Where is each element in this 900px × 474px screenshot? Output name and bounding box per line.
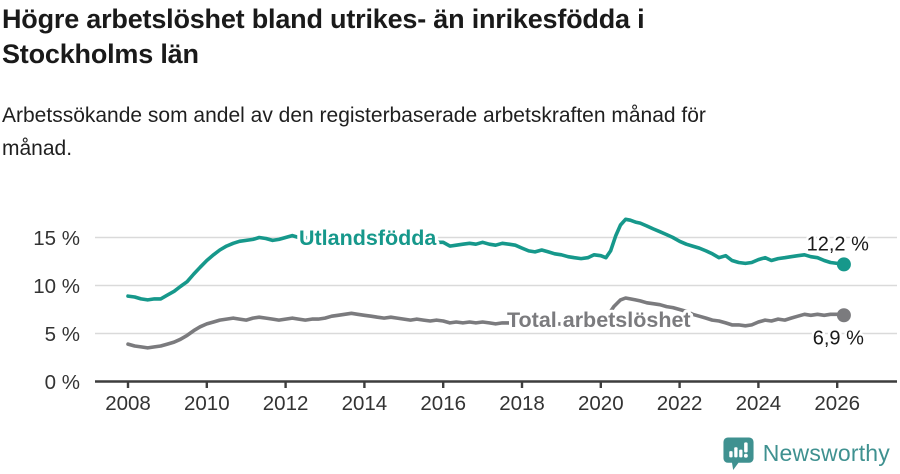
chart-title: Högre arbetslöshet bland utrikes- än inr…: [2, 4, 645, 70]
x-tick-label-2012: 2012: [263, 392, 309, 415]
chart-subtitle: Arbetssökande som andel av den registerb…: [2, 104, 706, 160]
series-line-0: [126, 217, 846, 302]
y-tick-label-15: 15 %: [33, 227, 80, 250]
series-label-1: Total arbetslöshet: [507, 308, 691, 332]
unemployment-line-chart: 0 % 5 % 10 % 15 % 2008 2010 2012 2014 2016 2018 20…: [33, 217, 897, 415]
newsworthy-logo: Newsworthy: [722, 436, 890, 471]
x-tick-label-2022: 2022: [657, 392, 703, 415]
y-tick-label-10: 10 %: [33, 275, 80, 298]
x-tick-label-2020: 2020: [578, 392, 624, 415]
x-tick-label-2008: 2008: [105, 392, 151, 415]
x-tick-label-2024: 2024: [736, 392, 782, 415]
series-end-label-0: 12,2 %: [807, 233, 869, 255]
newsworthy-logo-text: Newsworthy: [762, 440, 890, 466]
x-tick-label-2018: 2018: [499, 392, 545, 415]
series-end-label-1: 6,9 %: [813, 327, 864, 349]
series-end-dot-1: [836, 308, 851, 323]
x-tick-label-2014: 2014: [342, 392, 388, 415]
x-tick-label-2016: 2016: [420, 392, 466, 415]
x-tick-label-2026: 2026: [814, 392, 860, 415]
y-tick-label-0: 0 %: [45, 371, 80, 394]
y-tick-label-5: 5 %: [45, 323, 80, 346]
x-tick-label-2010: 2010: [184, 392, 230, 415]
newsworthy-logo-icon: [723, 437, 754, 470]
series-line-1: [126, 296, 846, 350]
series-label-0: Utlandsfödda: [299, 226, 437, 250]
series-end-dot-0: [836, 257, 851, 272]
